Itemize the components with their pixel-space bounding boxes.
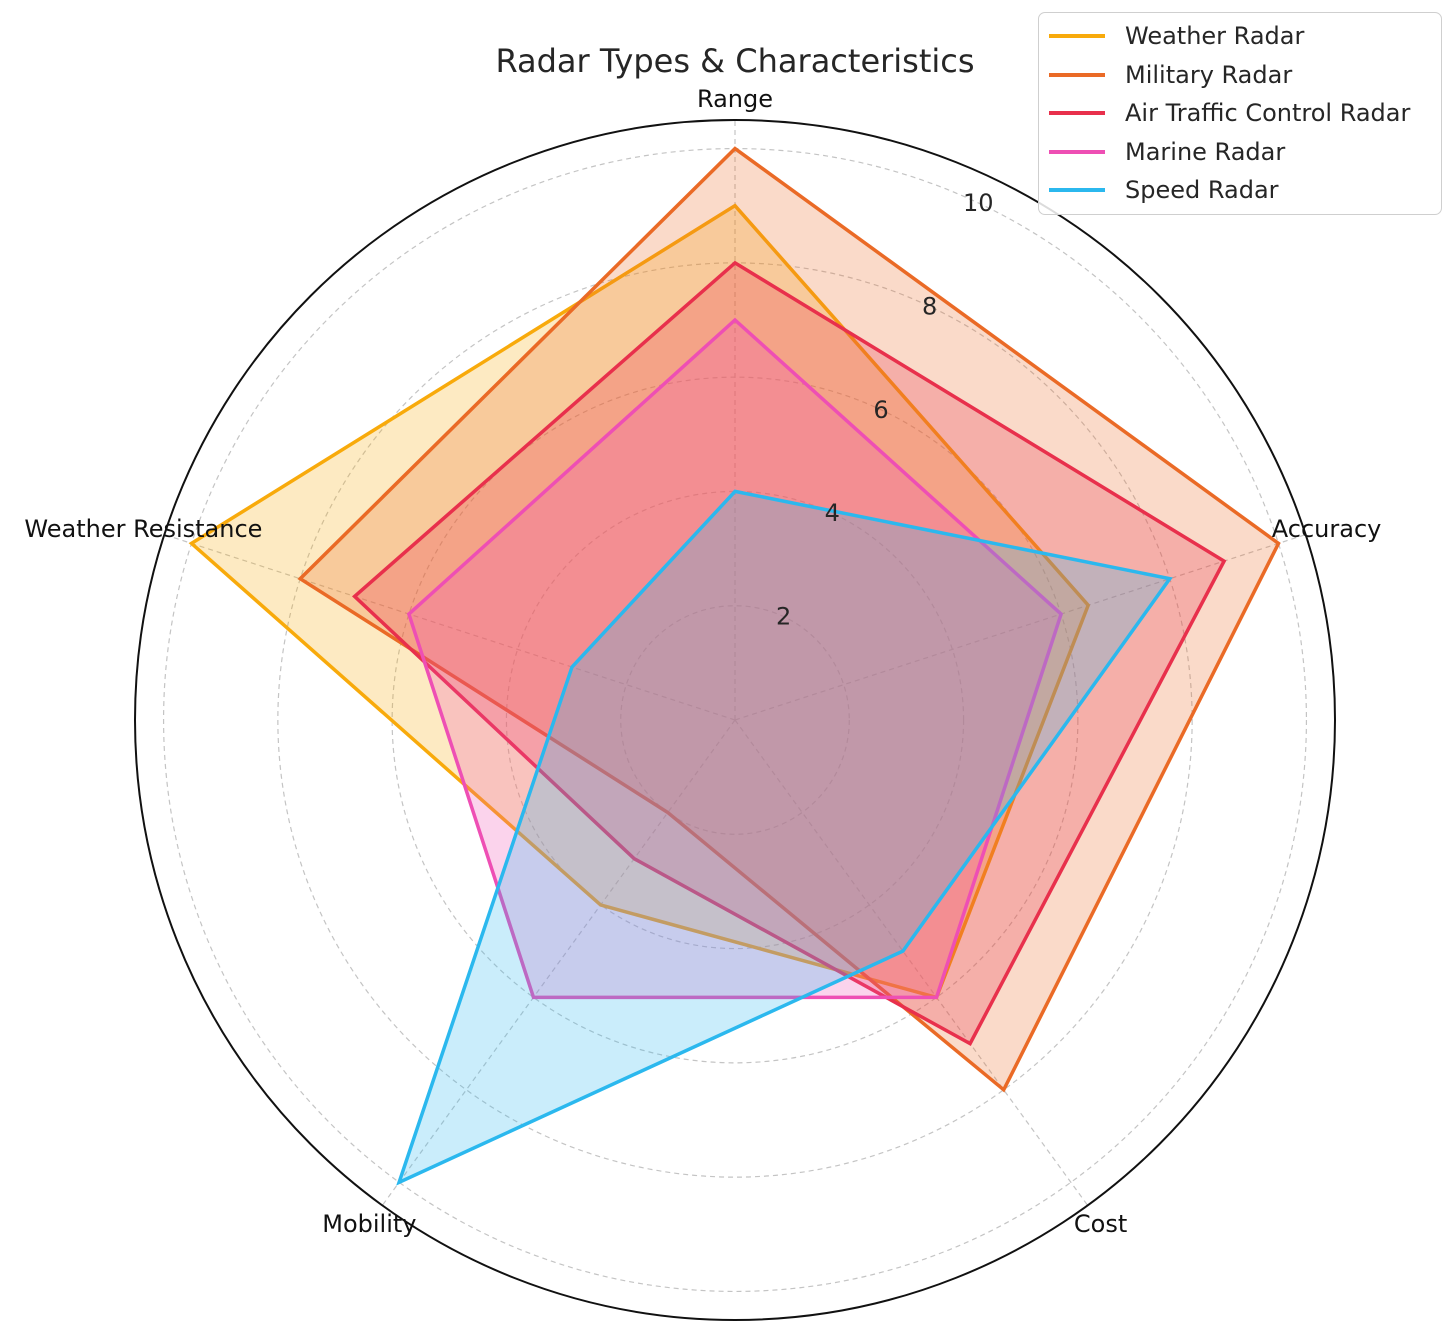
- legend-swatch: [1049, 34, 1105, 39]
- grid-spoke: [734, 719, 1089, 1206]
- outer-frame: [134, 119, 1336, 1321]
- legend-label: Military Radar: [1125, 60, 1293, 89]
- grid-spoke: [164, 534, 736, 721]
- legend-item: Military Radar: [1039, 56, 1441, 95]
- legend-label: Weather Radar: [1125, 22, 1305, 51]
- legend-label: Marine Radar: [1125, 137, 1286, 166]
- legend-item: Air Traffic Control Radar: [1039, 94, 1441, 133]
- chart-title: Radar Types & Characteristics: [495, 42, 974, 80]
- grid-spoke: [734, 534, 1306, 721]
- radial-tick-label: 2: [776, 603, 791, 631]
- axis-label-accuracy: Accuracy: [1272, 515, 1382, 543]
- legend-label: Speed Radar: [1125, 176, 1279, 205]
- legend-swatch: [1049, 188, 1105, 193]
- grid-circle: [505, 490, 965, 950]
- series-weather-radar: [188, 203, 1091, 1000]
- series-marine-radar: [406, 317, 1064, 1000]
- legend-swatch: [1049, 72, 1105, 77]
- radial-tick-label: 6: [873, 396, 888, 424]
- radial-tick-label: 8: [922, 292, 937, 320]
- series-speed-radar: [396, 489, 1173, 1186]
- legend-label: Air Traffic Control Radar: [1125, 99, 1411, 128]
- axis-label-range: Range: [697, 85, 773, 113]
- legend-item: Marine Radar: [1039, 133, 1441, 172]
- series-layer: [188, 146, 1281, 1186]
- axis-label-mobility: Mobility: [322, 1210, 416, 1238]
- legend-item: Weather Radar: [1039, 17, 1441, 56]
- radial-tick-label: 10: [963, 189, 994, 217]
- grid-circle: [620, 605, 850, 835]
- label-layer: 2 4 6 8 10 Range Accuracy Cost Mobility Weather R…: [24, 85, 1381, 1238]
- series-military-radar: [297, 146, 1281, 1093]
- series-air-traffic-control-radar: [351, 260, 1227, 1046]
- legend-item: Speed Radar: [1039, 171, 1441, 210]
- axis-label-weather-resistance: Weather Resistance: [24, 515, 262, 543]
- axis-label-cost: Cost: [1074, 1210, 1127, 1238]
- grid-spoke: [381, 719, 736, 1206]
- legend-swatch: [1049, 149, 1105, 154]
- legend: Weather Radar Military Radar Air Traffic C…: [1038, 12, 1442, 215]
- legend-swatch: [1049, 111, 1105, 116]
- radial-tick-label: 4: [825, 499, 840, 527]
